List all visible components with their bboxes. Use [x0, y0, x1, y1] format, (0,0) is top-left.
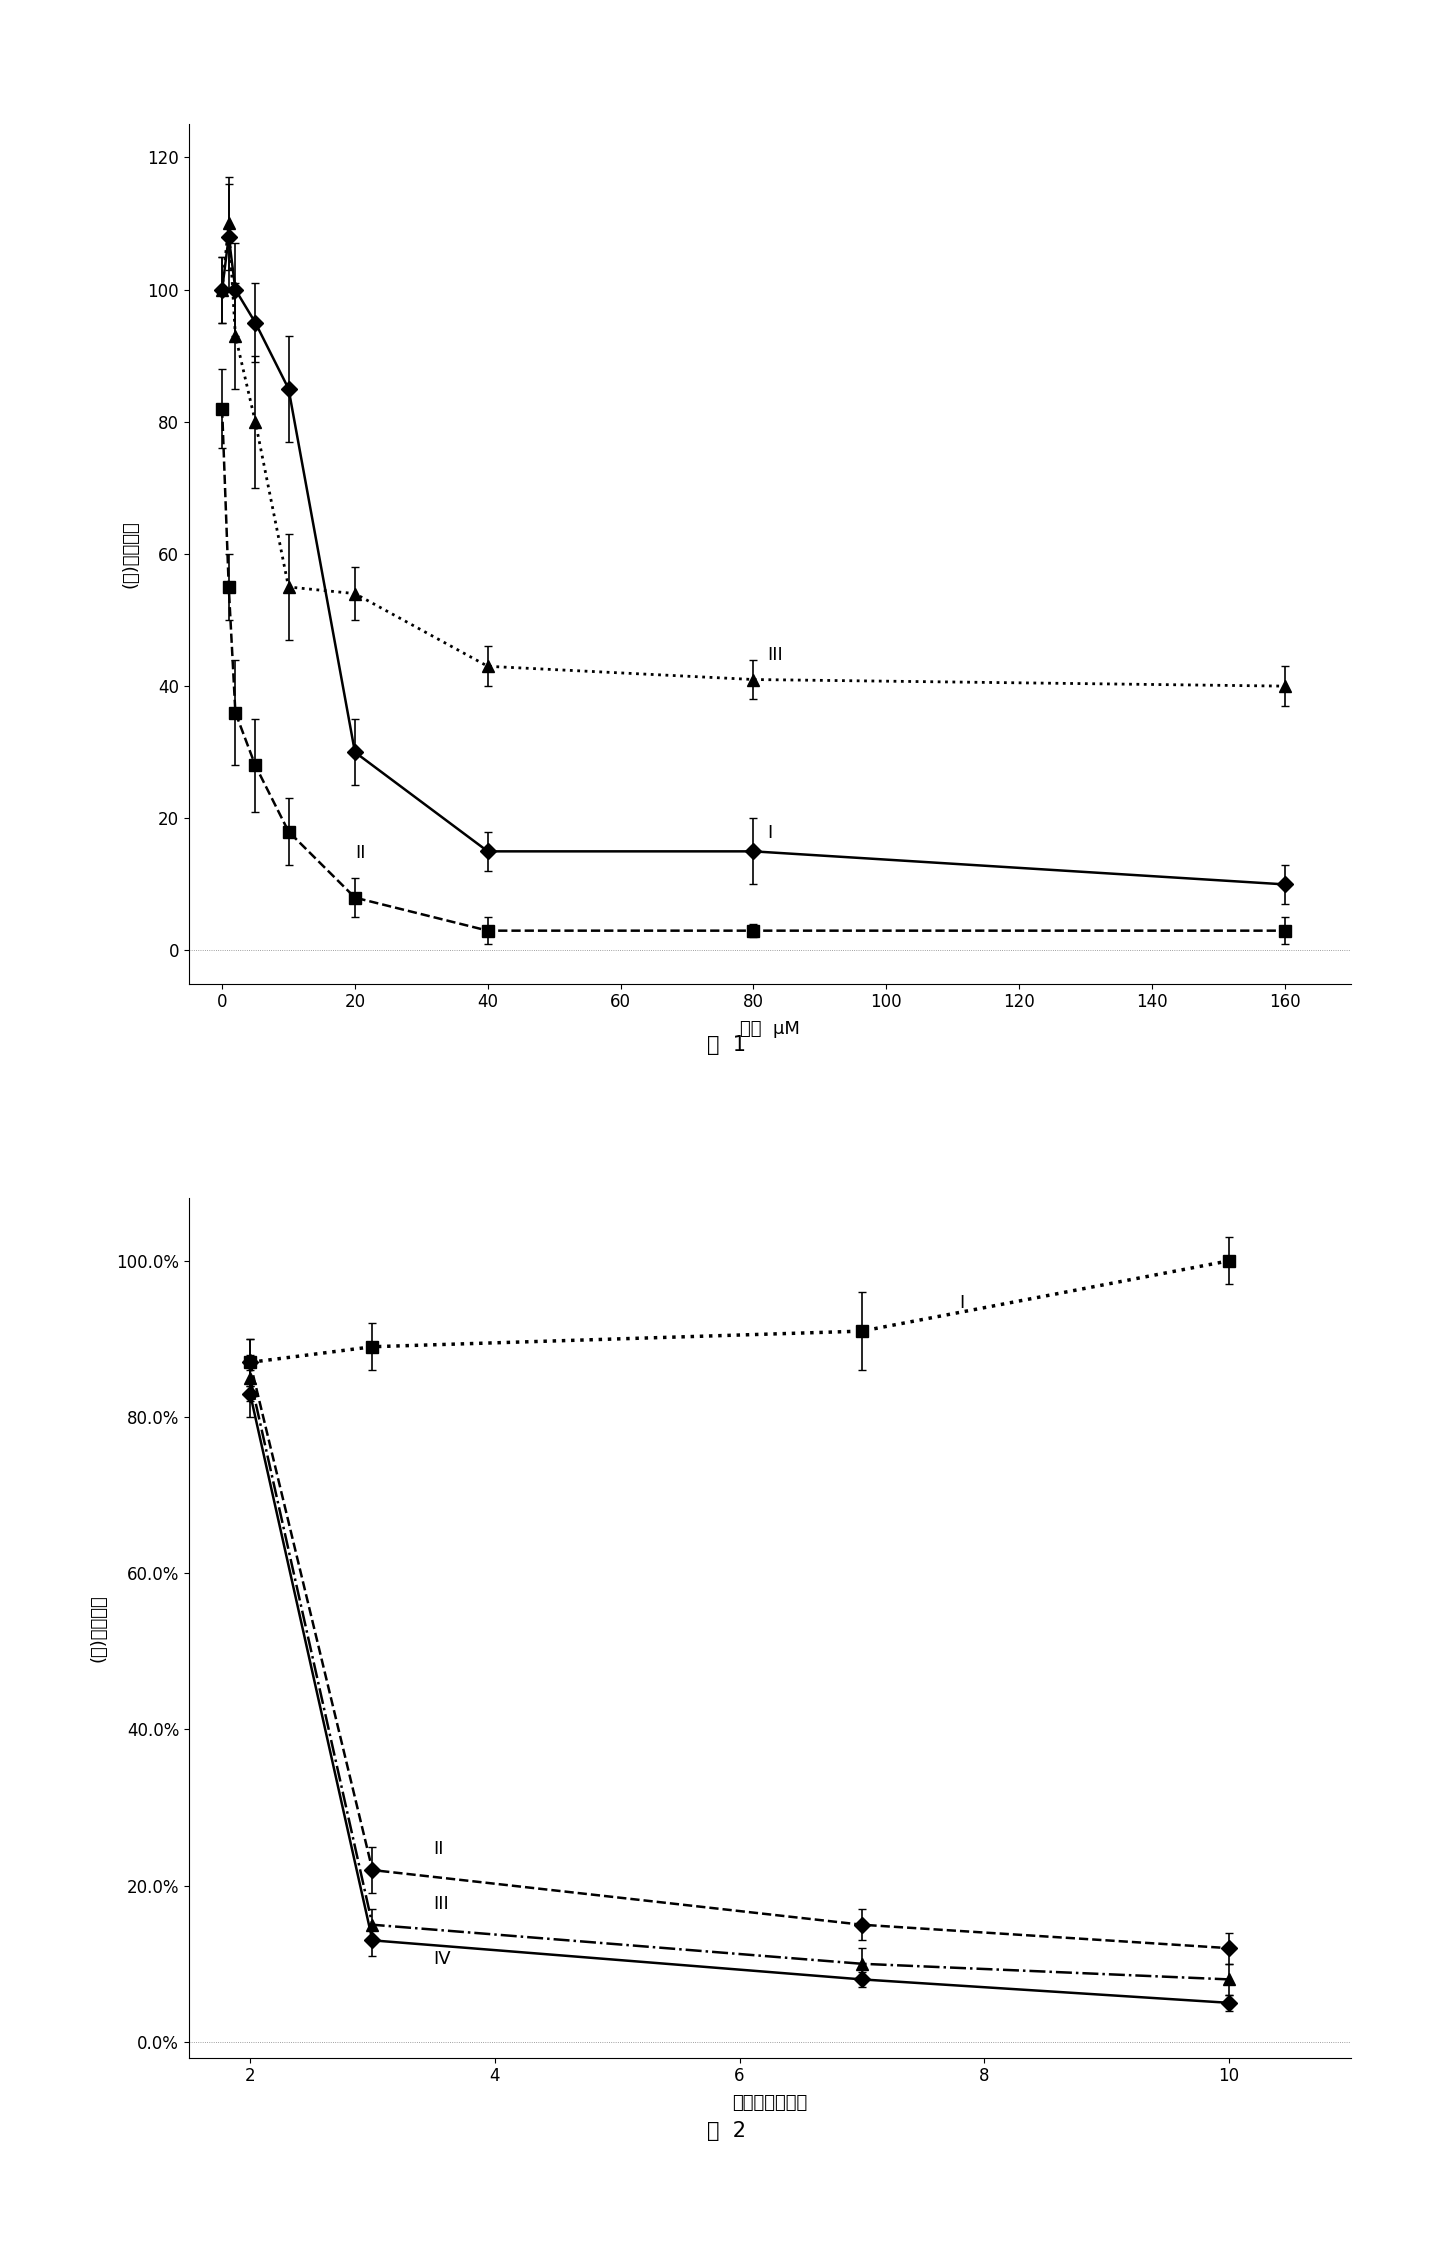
Text: II: II [355, 843, 366, 861]
Text: III: III [433, 1895, 449, 1913]
Text: 图  1: 图 1 [708, 1036, 745, 1056]
Y-axis label: (％)聚集程度: (％)聚集程度 [90, 1594, 108, 1662]
Y-axis label: (％)聚集程度: (％)聚集程度 [121, 520, 139, 588]
Text: I: I [767, 825, 772, 841]
X-axis label: 浓度  μM: 浓度 μM [740, 1020, 801, 1038]
Text: IV: IV [433, 1949, 452, 1967]
Text: I: I [960, 1293, 965, 1311]
X-axis label: 温育时间（天）: 温育时间（天） [732, 2094, 808, 2112]
Text: III: III [767, 647, 783, 665]
Text: II: II [433, 1840, 445, 1859]
Text: 图  2: 图 2 [708, 2121, 745, 2141]
